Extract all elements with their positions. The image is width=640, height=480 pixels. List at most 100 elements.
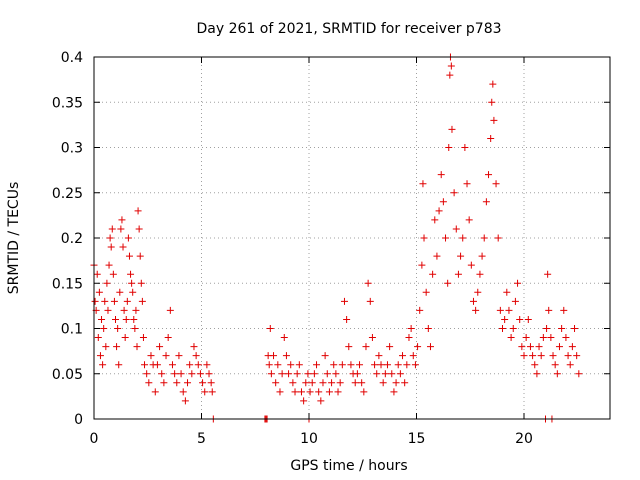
data-point: [549, 352, 557, 360]
data-point: [151, 388, 159, 396]
data-point: [535, 343, 543, 351]
data-point: [267, 370, 275, 378]
data-point: [110, 297, 118, 305]
data-point: [545, 306, 553, 314]
data-point: [409, 352, 417, 360]
data-point: [573, 352, 581, 360]
data-point: [177, 370, 185, 378]
data-point: [274, 361, 282, 369]
data-point: [392, 379, 400, 387]
chart-title: Day 261 of 2021, SRMTID for receiver p78…: [196, 21, 501, 37]
data-point: [445, 144, 453, 151]
data-point: [390, 388, 398, 396]
data-point: [123, 297, 131, 305]
data-point: [293, 370, 301, 378]
data-point: [362, 343, 370, 351]
data-point: [487, 134, 495, 142]
data-point: [364, 279, 372, 287]
data-point: [419, 180, 427, 188]
data-point: [332, 370, 340, 378]
data-point: [98, 315, 106, 323]
x-tick-label: 10: [300, 431, 318, 447]
data-point: [457, 252, 465, 260]
x-tick-label: 0: [90, 431, 99, 447]
data-point: [300, 397, 308, 405]
data-point: [114, 325, 122, 332]
data-point: [485, 171, 493, 179]
y-tick-label: 0.2: [61, 231, 83, 247]
data-point: [351, 379, 359, 387]
data-point: [315, 388, 323, 396]
data-point: [461, 144, 469, 151]
data-point: [147, 352, 155, 360]
data-point: [138, 297, 146, 305]
data-point: [310, 370, 318, 378]
data-point: [304, 370, 312, 378]
data-point: [433, 252, 441, 260]
data-point: [160, 379, 168, 387]
y-tick-label: 0.1: [61, 322, 83, 338]
data-point: [313, 361, 321, 369]
data-point: [171, 370, 179, 378]
data-point: [117, 225, 125, 233]
data-point: [518, 343, 526, 351]
data-point: [547, 334, 555, 342]
data-point: [358, 379, 366, 387]
data-point: [394, 361, 402, 369]
data-point: [308, 379, 316, 387]
data-point: [568, 343, 576, 351]
data-point: [184, 379, 192, 387]
data-point: [194, 361, 202, 369]
data-point: [469, 297, 477, 305]
data-point: [571, 325, 579, 332]
data-point: [156, 343, 164, 351]
data-point: [201, 388, 209, 396]
data-point: [345, 343, 353, 351]
data-point: [122, 315, 130, 323]
data-point: [179, 388, 187, 396]
data-point: [168, 361, 176, 369]
y-tick-label: 0.35: [52, 95, 83, 111]
data-point: [476, 270, 484, 278]
y-axis-label: SRMTID / TECUs: [6, 182, 22, 295]
data-point: [306, 388, 314, 396]
data-point: [431, 216, 439, 224]
data-point: [489, 80, 497, 88]
data-point: [444, 279, 452, 287]
data-point: [478, 252, 486, 260]
data-point: [291, 388, 299, 396]
data-point: [139, 334, 147, 342]
data-point: [447, 62, 455, 70]
data-point: [377, 361, 385, 369]
data-point: [446, 71, 454, 79]
data-point: [102, 343, 110, 351]
data-point: [145, 379, 153, 387]
data-point: [467, 261, 475, 269]
data-point: [371, 361, 379, 369]
data-point: [99, 361, 107, 369]
data-point: [96, 352, 104, 360]
data-point: [529, 352, 537, 360]
data-point: [278, 370, 286, 378]
data-point: [276, 388, 284, 396]
data-point: [338, 361, 346, 369]
data-point: [501, 315, 509, 323]
data-point: [158, 370, 166, 378]
data-point: [416, 306, 424, 314]
data-point: [103, 279, 111, 287]
data-point: [94, 334, 102, 342]
data-point: [287, 361, 295, 369]
y-tick-labels: 0 0.05 0.1 0.15 0.2 0.25 0.3 0.35 0.4: [52, 50, 83, 428]
data-point: [188, 370, 196, 378]
data-point: [407, 325, 415, 332]
data-point: [526, 343, 534, 351]
data-point: [101, 297, 109, 305]
data-point: [360, 388, 368, 396]
data-point: [199, 379, 207, 387]
data-point: [566, 361, 574, 369]
data-point: [405, 334, 413, 342]
data-point: [207, 379, 215, 387]
data-point: [435, 207, 443, 215]
data-point: [289, 379, 297, 387]
data-point: [472, 306, 480, 314]
